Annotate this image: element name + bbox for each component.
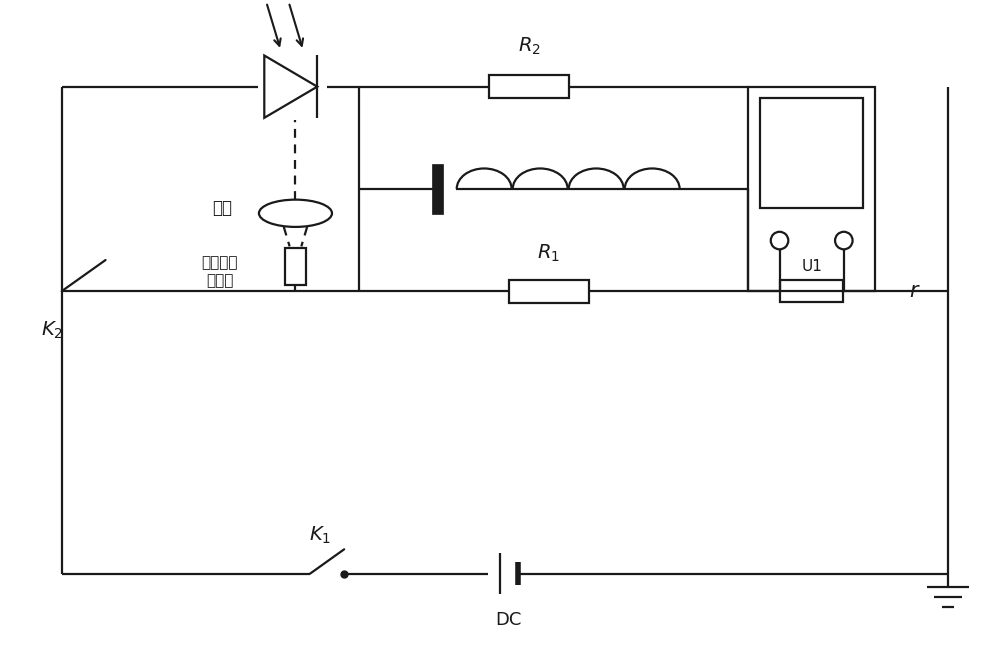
Text: r: r	[910, 281, 918, 301]
Text: DC: DC	[496, 610, 522, 629]
Text: 透镜: 透镜	[212, 200, 232, 218]
Bar	[760, 98, 863, 209]
Bar	[489, 75, 569, 98]
Text: U1: U1	[801, 259, 822, 275]
Bar	[748, 87, 875, 291]
Text: 红外激光
发射器: 红外激光 发射器	[201, 256, 238, 288]
Bar	[780, 280, 843, 302]
Bar	[432, 163, 443, 214]
Bar	[509, 280, 589, 303]
Text: $R_2$: $R_2$	[518, 36, 541, 57]
Bar	[285, 248, 306, 286]
Text: $K_1$: $K_1$	[309, 525, 331, 547]
Text: $K_2$: $K_2$	[41, 320, 63, 341]
Text: $R_1$: $R_1$	[537, 243, 560, 264]
